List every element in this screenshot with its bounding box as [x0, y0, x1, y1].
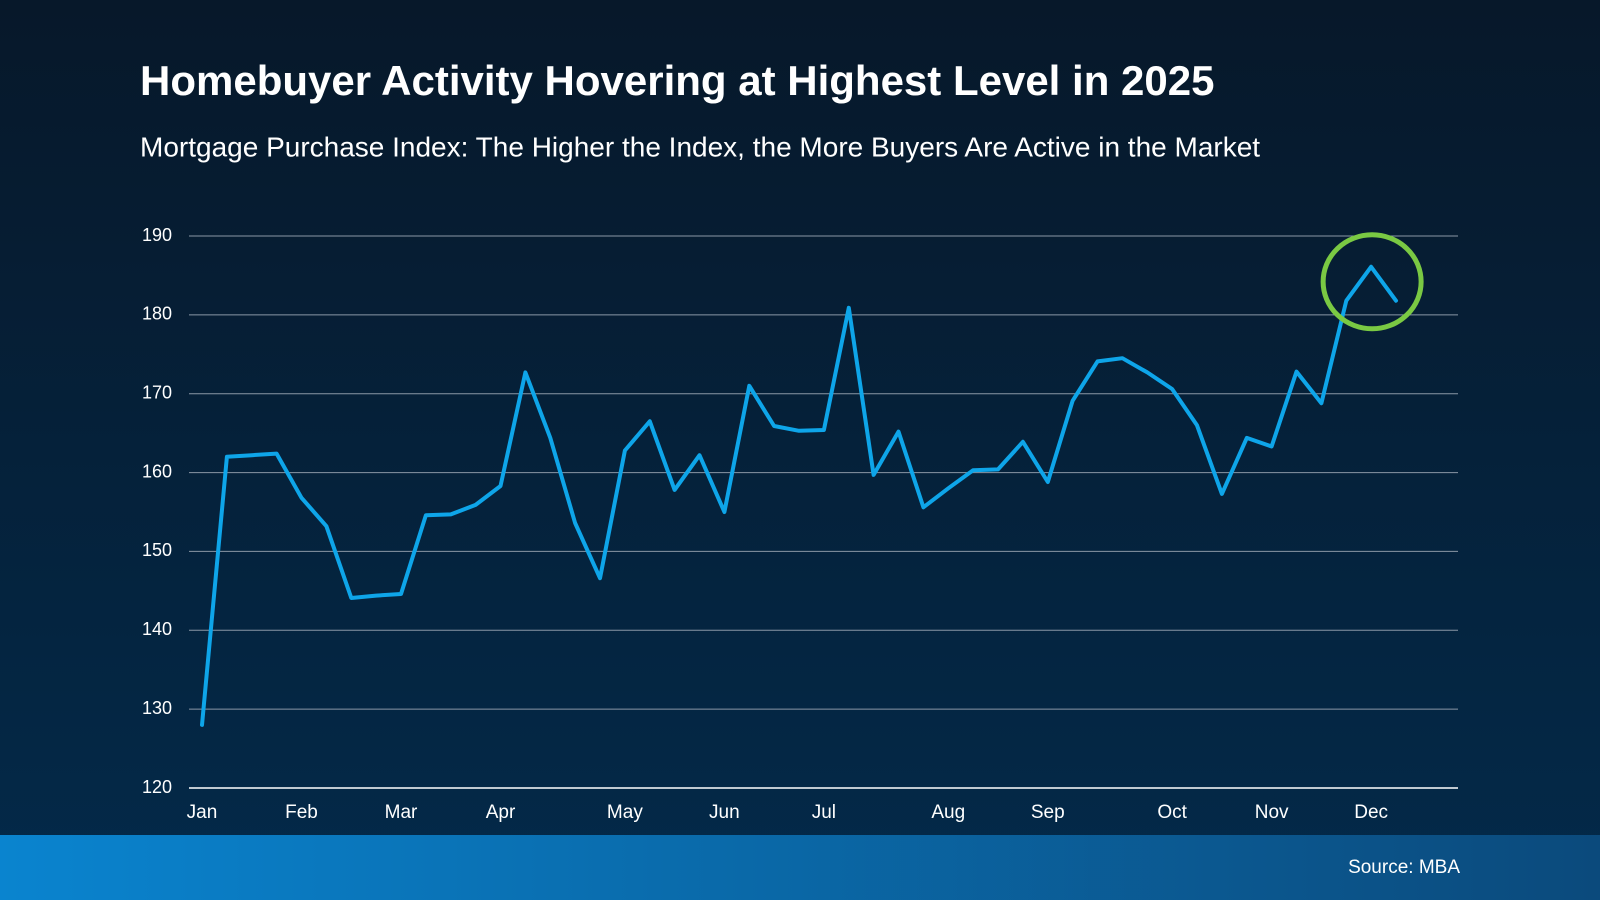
source: Source: MBA	[1348, 857, 1460, 878]
x-tick-label: Jan	[187, 802, 218, 823]
chart-title: Homebuyer Activity Hovering at Highest L…	[140, 57, 1214, 104]
y-tick-label: 130	[142, 698, 172, 718]
y-tick-label: 140	[142, 619, 172, 639]
y-tick-label: 160	[142, 461, 172, 481]
y-tick-label: 190	[142, 225, 172, 245]
y-tick-label: 170	[142, 382, 172, 402]
y-tick-label: 180	[142, 304, 172, 324]
chart-subtitle: Mortgage Purchase Index: The Higher the …	[140, 131, 1260, 162]
y-tick-label: 120	[142, 777, 172, 797]
x-tick-label: Jul	[812, 802, 836, 823]
footer-band	[0, 835, 1600, 900]
x-tick-label: Apr	[486, 802, 516, 823]
data-line	[200, 264, 1398, 727]
highlight-circle	[1320, 232, 1424, 332]
x-tick-label: May	[607, 802, 643, 823]
x-tick-label: Sep	[1031, 802, 1065, 823]
x-tick-label: Nov	[1255, 802, 1289, 823]
x-tick-label: Mar	[385, 802, 418, 823]
x-tick-label: Feb	[285, 802, 318, 823]
y-tick-label: 150	[142, 540, 172, 560]
x-tick-label: Jun	[709, 802, 740, 823]
x-tick-label: Aug	[931, 802, 965, 823]
x-tick-label: Dec	[1354, 802, 1388, 823]
x-tick-label: Oct	[1157, 802, 1187, 823]
